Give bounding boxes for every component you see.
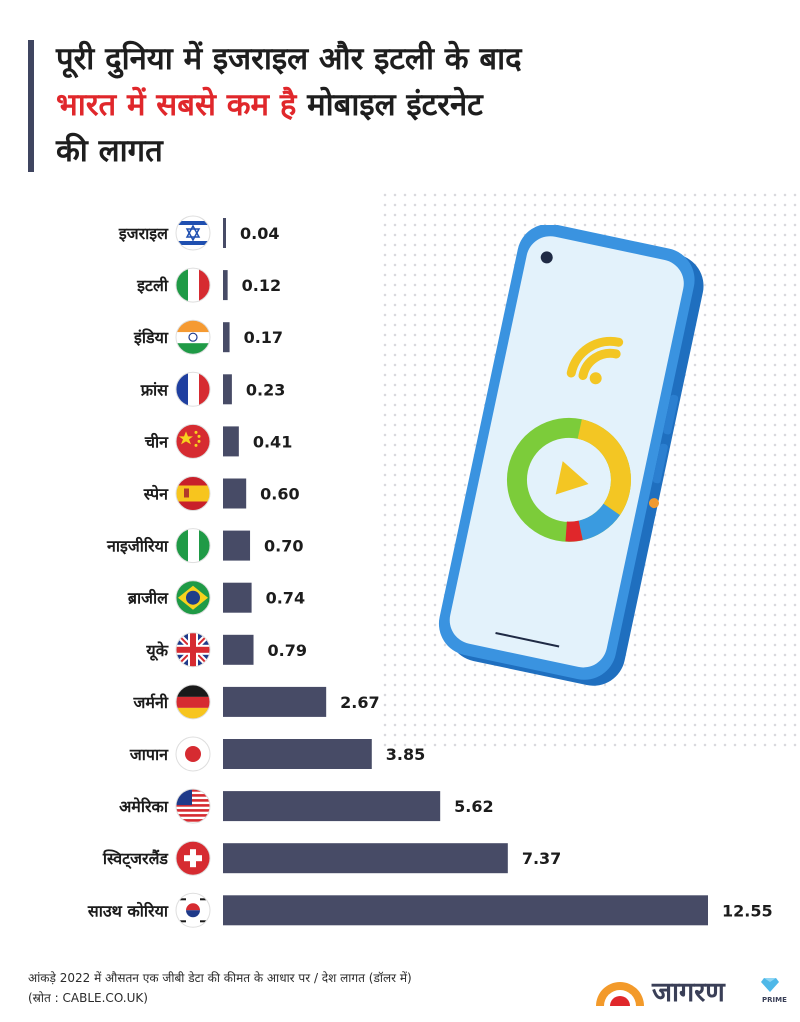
play-icon bbox=[555, 461, 589, 495]
nigeria-flag-icon bbox=[175, 528, 211, 564]
bar bbox=[223, 791, 441, 822]
category-label: स्पेन bbox=[143, 485, 169, 504]
bar bbox=[223, 739, 372, 769]
category-label: ब्राजील bbox=[127, 589, 169, 608]
chart-row: इटली 0.12 bbox=[136, 267, 281, 303]
title-highlight: भारत में सबसे कम है bbox=[56, 87, 297, 123]
category-label: जापान bbox=[129, 745, 169, 764]
bar bbox=[223, 895, 708, 926]
value-label: 0.12 bbox=[242, 276, 281, 295]
footer-note-text: आंकड़े 2022 में औसतन एक जीबी डेटा की कीम… bbox=[28, 971, 412, 985]
diamond-icon bbox=[761, 978, 779, 992]
bar bbox=[223, 686, 327, 717]
value-label: 0.74 bbox=[266, 589, 305, 608]
usa-flag-icon bbox=[175, 788, 211, 824]
chart-row: स्विट्जरलैंड 7.37 bbox=[102, 840, 561, 876]
sunrise-logo-icon bbox=[596, 982, 644, 1006]
title-line-2-rest: मोबाइल इंटरनेट bbox=[296, 87, 483, 123]
italy-flag-icon bbox=[175, 267, 211, 303]
value-label: 0.41 bbox=[253, 432, 292, 451]
germany-flag-icon bbox=[175, 684, 211, 720]
value-label: 0.70 bbox=[264, 537, 303, 556]
bar bbox=[223, 530, 251, 561]
india-flag-icon bbox=[175, 319, 211, 355]
title-line-3: की लागत bbox=[56, 133, 163, 169]
uk-flag-icon bbox=[175, 632, 211, 668]
value-label: 12.55 bbox=[722, 901, 773, 920]
category-label: जर्मनी bbox=[133, 693, 169, 712]
chart-row: साउथ कोरिया 12.55 bbox=[87, 892, 773, 928]
chart-row: इजराइल 0.04 bbox=[118, 215, 279, 251]
category-label: नाइजीरिया bbox=[106, 537, 169, 556]
phone-side-button bbox=[663, 394, 679, 435]
bar bbox=[223, 374, 232, 405]
category-label: साउथ कोरिया bbox=[87, 901, 169, 920]
logo-wordmark: जागरण bbox=[652, 977, 725, 1008]
value-label: 0.79 bbox=[268, 641, 307, 660]
israel-flag-icon bbox=[175, 215, 211, 251]
category-label: इटली bbox=[136, 276, 169, 295]
title-line-2: भारत में सबसे कम है मोबाइल इंटरनेट bbox=[56, 82, 776, 128]
value-label: 0.23 bbox=[246, 380, 285, 399]
value-label: 7.37 bbox=[522, 849, 561, 868]
value-label: 0.17 bbox=[244, 328, 283, 347]
phone-side-button bbox=[652, 443, 668, 484]
phone-screen bbox=[449, 236, 684, 668]
category-label: इजराइल bbox=[118, 224, 169, 243]
japan-flag-icon bbox=[175, 736, 211, 772]
chart-row: ब्राजील 0.74 bbox=[127, 580, 305, 616]
brazil-flag-icon bbox=[175, 580, 211, 616]
chart-row: स्पेन 0.60 bbox=[143, 476, 300, 511]
brand-logo: जागरण PRIME bbox=[592, 968, 788, 1012]
phone-home-indicator bbox=[495, 631, 560, 648]
value-label: 3.85 bbox=[386, 745, 425, 764]
category-label: अमेरिका bbox=[119, 797, 169, 816]
footer-note: आंकड़े 2022 में औसतन एक जीबी डेटा की कीम… bbox=[28, 968, 588, 1008]
category-label: फ्रांस bbox=[140, 380, 169, 399]
donut-chart-icon bbox=[506, 417, 631, 542]
logo-prime-tag: PRIME bbox=[762, 996, 787, 1004]
bar bbox=[223, 478, 247, 509]
bar bbox=[223, 582, 252, 613]
chart-row: चीन 0.41 bbox=[144, 423, 292, 459]
category-label: स्विट्जरलैंड bbox=[102, 849, 170, 869]
category-label: इंडिया bbox=[133, 328, 169, 347]
phone-camera-icon bbox=[540, 251, 553, 264]
page-title: पूरी दुनिया में इजराइल और इटली के बाद भा… bbox=[56, 36, 776, 174]
title-accent-bar bbox=[28, 40, 34, 172]
chart-row: यूके 0.79 bbox=[145, 632, 307, 668]
value-label: 0.04 bbox=[240, 224, 279, 243]
value-label: 2.67 bbox=[340, 693, 379, 712]
chart-row: अमेरिका 5.62 bbox=[119, 788, 494, 824]
value-label: 0.60 bbox=[260, 485, 299, 504]
bar bbox=[223, 270, 228, 301]
south-korea-flag-icon bbox=[175, 892, 211, 928]
value-label: 5.62 bbox=[454, 797, 493, 816]
footer-source: (स्रोत : CABLE.CO.UK) bbox=[28, 991, 148, 1005]
bar bbox=[223, 322, 230, 353]
chart-row: इंडिया 0.17 bbox=[133, 319, 283, 355]
bar bbox=[223, 843, 508, 874]
chart-row: जापान 3.85 bbox=[129, 736, 425, 772]
bar bbox=[223, 426, 239, 457]
spain-flag-icon bbox=[175, 476, 211, 511]
wifi-icon bbox=[566, 336, 624, 385]
switzerland-flag-icon bbox=[175, 840, 211, 876]
category-label: चीन bbox=[144, 432, 169, 451]
france-flag-icon bbox=[175, 371, 211, 407]
category-label: यूके bbox=[145, 641, 168, 661]
china-flag-icon bbox=[175, 423, 211, 459]
bar bbox=[223, 634, 254, 665]
phone-side-dot bbox=[648, 498, 659, 509]
bar-chart: इजराइल 0.04 इटली 0.12 इंडिया 0.17 फ्रांस 0.23 ची… bbox=[87, 215, 773, 928]
smartphone-illustration bbox=[438, 225, 704, 686]
chart-row: नाइजीरिया 0.70 bbox=[106, 528, 304, 564]
title-line-1: पूरी दुनिया में इजराइल और इटली के बाद bbox=[56, 41, 522, 77]
chart-row: जर्मनी 2.67 bbox=[133, 684, 380, 720]
bar bbox=[223, 218, 226, 248]
chart-row: फ्रांस 0.23 bbox=[140, 371, 285, 407]
